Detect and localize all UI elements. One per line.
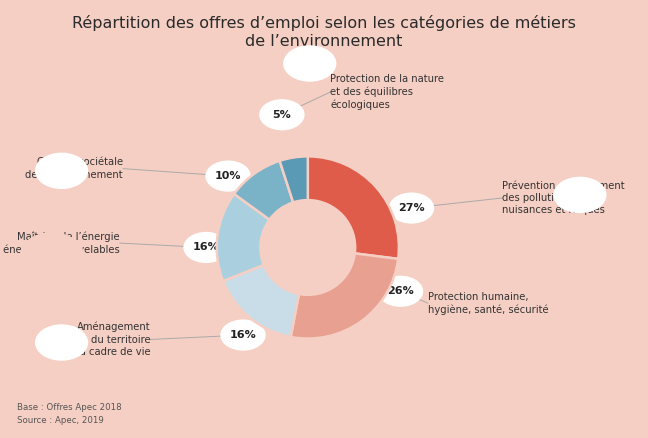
Circle shape <box>284 46 336 81</box>
Circle shape <box>21 233 83 275</box>
Circle shape <box>36 153 87 188</box>
Wedge shape <box>291 254 398 339</box>
Text: 16%: 16% <box>229 330 257 340</box>
Wedge shape <box>216 194 270 281</box>
Text: 26%: 26% <box>387 286 414 296</box>
Text: 10%: 10% <box>215 171 241 181</box>
Circle shape <box>549 298 611 340</box>
Circle shape <box>554 177 606 212</box>
Text: Protection humaine,
hygiène, santé, sécurité: Protection humaine, hygiène, santé, sécu… <box>428 292 548 314</box>
Circle shape <box>184 233 228 262</box>
Text: Répartition des offres d’emploi selon les catégories de métiers
de l’environneme: Répartition des offres d’emploi selon le… <box>72 15 576 49</box>
Text: 16%: 16% <box>192 243 220 252</box>
Text: Protection de la nature
et des équilibres
écologiques: Protection de la nature et des équilibre… <box>330 74 445 110</box>
Wedge shape <box>308 156 399 259</box>
Circle shape <box>206 161 250 191</box>
Text: Maîtrise de l’énergie
et énergies renouvelables: Maîtrise de l’énergie et énergies renouv… <box>0 231 120 255</box>
Circle shape <box>36 325 87 360</box>
Text: Gestion sociétale
de l’environnement: Gestion sociétale de l’environnement <box>25 157 123 180</box>
Text: Aménagement
du territoire
et du cadre de vie: Aménagement du territoire et du cadre de… <box>60 322 150 357</box>
Wedge shape <box>234 161 293 219</box>
Circle shape <box>378 276 422 306</box>
Wedge shape <box>280 156 308 202</box>
Circle shape <box>389 193 434 223</box>
Text: 5%: 5% <box>273 110 291 120</box>
Text: Prévention et traitement
des pollutions,
nuisances et risques: Prévention et traitement des pollutions,… <box>502 180 625 215</box>
Text: Base : Offres Apec 2018
Source : Apec, 2019: Base : Offres Apec 2018 Source : Apec, 2… <box>17 403 122 425</box>
Wedge shape <box>223 265 299 337</box>
Circle shape <box>260 100 304 130</box>
Text: 27%: 27% <box>398 203 425 213</box>
Circle shape <box>221 320 265 350</box>
